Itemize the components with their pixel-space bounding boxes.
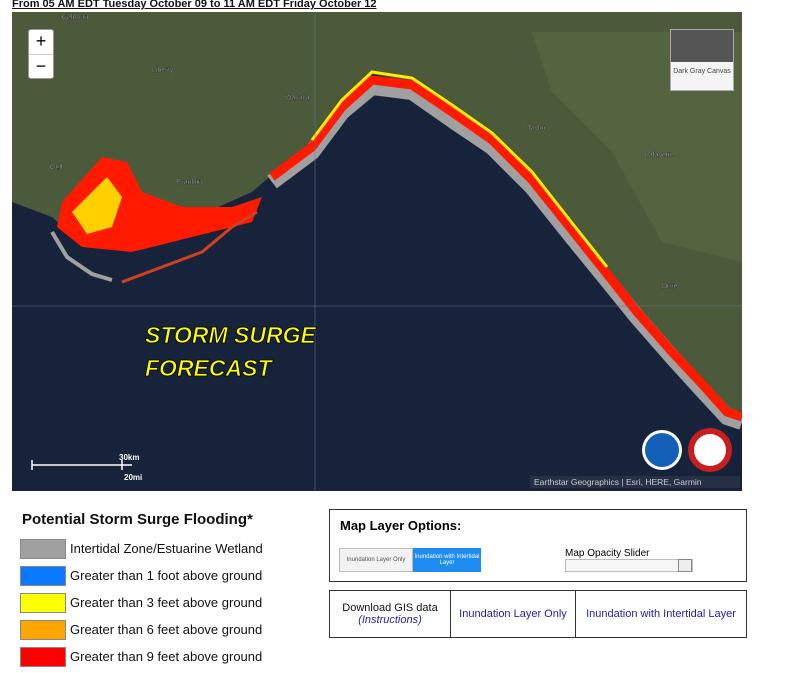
legend-label: Greater than 6 feet above ground: [70, 622, 263, 637]
surge-yellow: [310, 70, 609, 268]
place-label: Taylor: [527, 125, 546, 132]
legend-swatch: [20, 539, 66, 559]
noaa-logo-inner: [645, 433, 679, 467]
surge-gulf-yellow: [72, 177, 122, 234]
surge-red: [269, 75, 742, 422]
overlay-title: FORECAST: [145, 355, 273, 381]
legend-label: Intertidal Zone/Estuarine Wetland: [70, 541, 263, 556]
opacity-slider[interactable]: [565, 559, 693, 572]
zoom-in[interactable]: +: [29, 30, 53, 55]
attribution-bg: [530, 476, 740, 488]
basemap-thumb: [671, 30, 733, 62]
zoom-out[interactable]: −: [35, 56, 47, 76]
place-label: Wakulla: [285, 95, 310, 102]
attribution: Earthstar Geographics | Esri, HERE, Garm…: [534, 477, 702, 487]
legend-label: Greater than 1 foot above ground: [70, 568, 263, 583]
place-label: Liberty: [152, 67, 174, 74]
cape: [50, 230, 113, 282]
slider-handle[interactable]: [678, 559, 692, 572]
place-label: Lafayette: [645, 152, 674, 159]
legend-label: Greater than 3 feet above ground: [70, 595, 263, 610]
place-label: Gulf: [50, 164, 63, 171]
legend-label: Greater than 9 feet above ground: [70, 649, 263, 664]
layer-options: [329, 509, 747, 582]
land: [12, 12, 742, 412]
basemap-label: Dark Gray Canvas: [673, 68, 731, 75]
legend-swatch: [20, 647, 66, 667]
instructions-link[interactable]: (Instructions): [358, 614, 422, 626]
map: Calhoun Liberty Wakulla Gulf Franklin Ta…: [12, 12, 742, 491]
legend-swatch: [20, 566, 66, 586]
legend-swatch: [20, 593, 66, 613]
scale-mi: 20mi: [124, 473, 142, 482]
download-label: Download GIS data: [342, 602, 438, 614]
zoom-control: + −: [28, 29, 54, 79]
scale-bar: [31, 460, 132, 470]
slider-label: Map Opacity Slider: [565, 548, 650, 559]
download-gis[interactable]: Download GIS data (Instructions): [329, 590, 451, 638]
legend-swatch: [20, 620, 66, 640]
barrier-islands: [121, 210, 258, 284]
scale-km: 30km: [119, 453, 139, 462]
basemap-toggle[interactable]: Dark Gray Canvas: [670, 29, 734, 91]
overlay-title: STORM SURGE: [145, 322, 316, 348]
layer-options-title: Map Layer Options:: [340, 518, 462, 533]
toggle-active[interactable]: Inundation with Intertidal Layer: [413, 548, 481, 572]
legend-title: Potential Storm Surge Flooding*: [22, 511, 253, 528]
place-label: Calhoun: [62, 14, 88, 21]
nws-logo-inner: [694, 434, 726, 466]
download-link[interactable]: Inundation Layer Only: [450, 590, 576, 638]
place-label: Dixie: [662, 283, 678, 290]
toggle[interactable]: Inundation Layer Only: [339, 548, 413, 572]
place-label: Franklin: [177, 179, 202, 186]
download-link[interactable]: Inundation with Intertidal Layer: [575, 590, 747, 638]
header: From 05 AM EDT Tuesday October 09 to 11 …: [12, 0, 377, 10]
